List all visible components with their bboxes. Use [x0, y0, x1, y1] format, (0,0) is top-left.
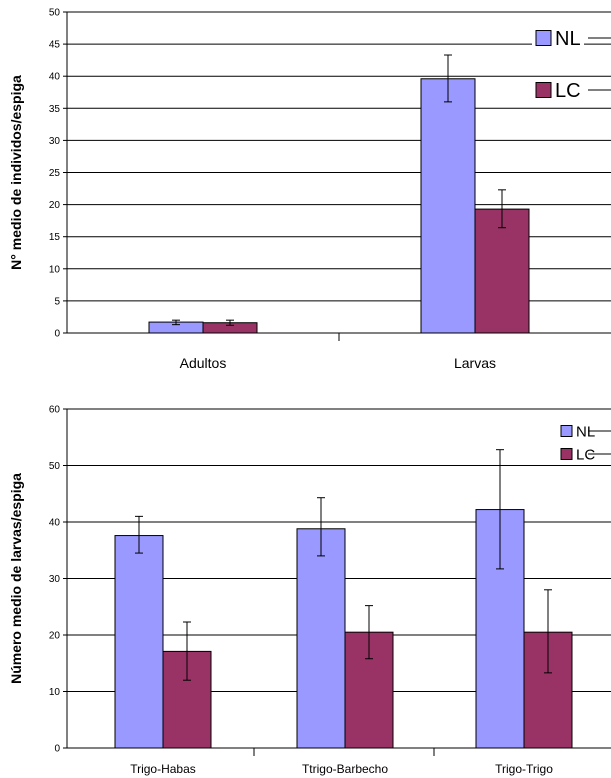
legend-label-nl: NL — [555, 28, 581, 50]
y-tick-label: 0 — [54, 329, 60, 340]
y-axis-label: Número medio de larvas/espiga — [8, 473, 24, 684]
y-axis-label: N° medio de individos/espiga — [8, 75, 24, 270]
x-category-label: Adultos — [180, 355, 227, 371]
y-tick-label: 10 — [49, 264, 61, 275]
legend-swatch-lc — [560, 448, 573, 460]
chart-bottom: 0 10 20 30 40 50 60 Número medio de larvas/espi… — [8, 405, 611, 776]
legend-label-lc: LC — [576, 446, 595, 463]
x-category-label: Trigo-Trigo — [495, 762, 553, 776]
y-tick-label: 60 — [49, 405, 61, 416]
y-tick-label: 40 — [49, 72, 61, 83]
bar-lc-larvas — [474, 208, 530, 334]
x-category-label: Ttrigo-Barbecho — [302, 762, 388, 776]
legend-label-lc: LC — [555, 80, 581, 102]
bar-nl-ttrigo-barbecho — [296, 528, 346, 749]
x-category-label: Trigo-Habas — [130, 762, 196, 776]
y-tick-label: 5 — [54, 296, 60, 307]
y-tick-label: 20 — [49, 631, 61, 642]
y-tick-label: 50 — [49, 461, 61, 472]
y-tick-label: 45 — [49, 40, 61, 51]
legend-swatch-lc — [535, 82, 552, 98]
y-tick-label: 35 — [49, 104, 61, 115]
y-tick-label: 25 — [49, 168, 61, 179]
x-category-label: Larvas — [454, 355, 496, 371]
y-tick-label: 30 — [49, 574, 61, 585]
bar-nl-larvas — [420, 78, 476, 334]
legend-swatch-nl — [560, 425, 573, 437]
y-tick-label: 15 — [49, 232, 61, 243]
y-tick-label: 0 — [54, 744, 60, 755]
legend-label-nl: NL — [576, 423, 595, 440]
y-tick-label: 30 — [49, 136, 61, 147]
y-tick-label: 10 — [49, 687, 61, 698]
y-tick-label: 50 — [49, 8, 61, 19]
chart-top: 0 5 10 15 20 25 30 35 40 45 50 N° medio de individo… — [8, 8, 611, 371]
y-tick-label: 20 — [49, 200, 61, 211]
legend-swatch-nl — [535, 30, 552, 46]
bar-nl-trigo-habas — [114, 535, 164, 749]
y-tick-label: 40 — [49, 518, 61, 529]
